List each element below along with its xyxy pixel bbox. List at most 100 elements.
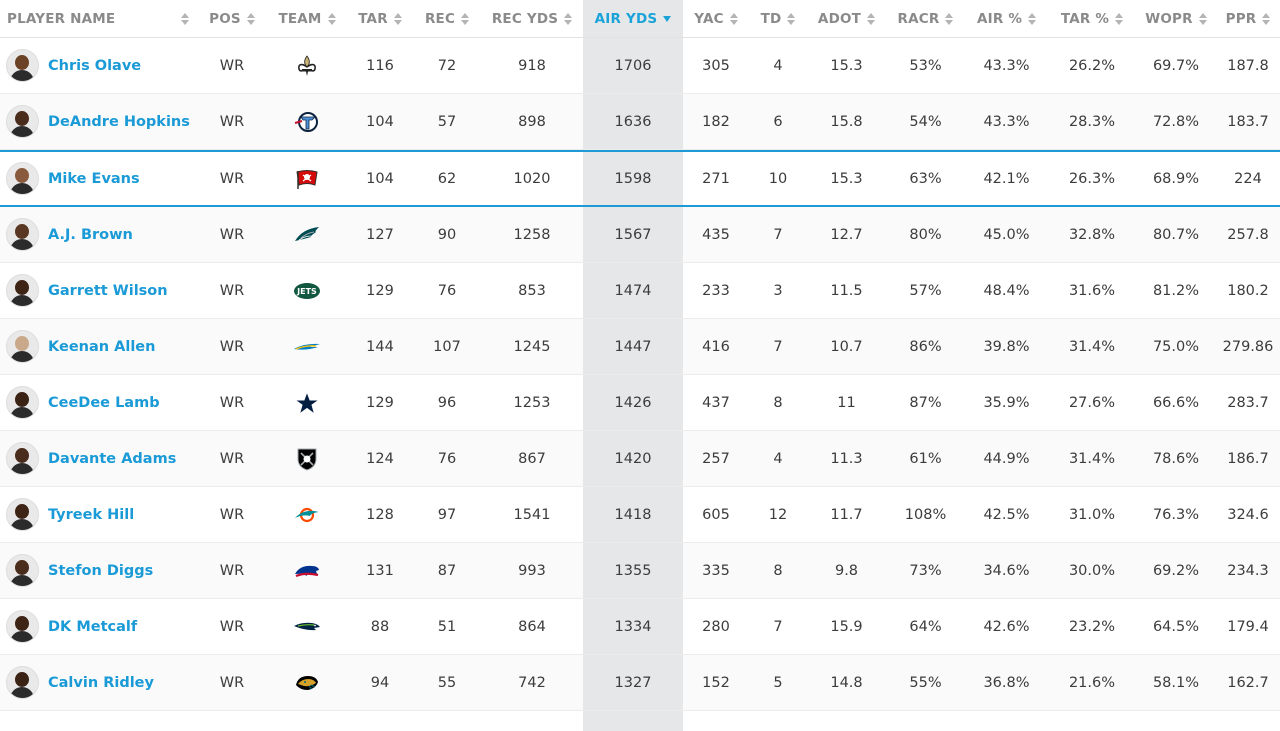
stat-adot: 9.8 — [834, 562, 859, 579]
stat-tarp: 31.4% — [1068, 450, 1116, 467]
table-row[interactable]: Tyreek Hill WR 128 97 1541 1418 605 12 11.7 108% 4… — [0, 487, 1280, 543]
stat-recyds: 853 — [518, 282, 546, 299]
stat-td: 12 — [768, 506, 788, 523]
stat-tarp: 21.6% — [1068, 674, 1116, 691]
stat-yac: 416 — [702, 338, 730, 355]
stat-tarp: 28.3% — [1068, 113, 1116, 130]
table-row[interactable]: Stefon Diggs WR 131 87 993 1355 335 8 9.8 73% 34.6… — [0, 543, 1280, 599]
player-name-link[interactable]: A.J. Brown — [48, 226, 133, 243]
table-row[interactable]: DK Metcalf WR 88 51 864 1334 280 7 15.9 64% 42.6% 2… — [0, 599, 1280, 655]
team-logo-cell — [267, 431, 347, 486]
stat-pos: WR — [219, 618, 245, 635]
stat-tarp: 31.4% — [1068, 338, 1116, 355]
stat-airp: 43.3% — [983, 113, 1030, 130]
column-header-racr[interactable]: RACR — [886, 0, 965, 37]
player-name-link[interactable]: Keenan Allen — [48, 338, 156, 355]
player-name-link[interactable]: DeAndre Hopkins — [48, 113, 190, 130]
stat-ppr: 224 — [1234, 170, 1262, 187]
stat-tarp: 23.2% — [1068, 618, 1116, 635]
stat-racr: 55% — [909, 674, 942, 691]
stat-air: 1426 — [583, 375, 683, 430]
stat-yac: 605 — [702, 506, 730, 523]
column-header-label: REC — [424, 10, 456, 27]
team-logo-cell — [267, 94, 347, 149]
stat-air: 1355 — [583, 543, 683, 598]
table-row[interactable]: Davante Adams WR 124 76 867 1420 257 4 11.3 61% 44… — [0, 431, 1280, 487]
stat-td: 5 — [773, 674, 783, 691]
table-row[interactable]: A.J. Brown WR 127 90 1258 1567 435 7 12.7 80% 45.0… — [0, 207, 1280, 263]
stat-racr: 57% — [909, 282, 942, 299]
table-row[interactable]: CeeDee Lamb WR 129 96 1253 1426 437 8 11 87% 35.9%… — [0, 375, 1280, 431]
team-logo-cell — [267, 487, 347, 542]
saints-fleur-de-lis-icon — [292, 54, 322, 78]
stat-adot: 14.8 — [830, 674, 863, 691]
stat-air: 1636 — [583, 94, 683, 149]
column-header-team[interactable]: TEAM — [267, 0, 347, 37]
column-header-air[interactable]: AIR YDS — [583, 0, 683, 37]
player-avatar — [6, 49, 39, 82]
player-name-link[interactable]: Stefon Diggs — [48, 562, 154, 579]
stat-airp: 44.9% — [983, 450, 1030, 467]
table-row[interactable]: Calvin Ridley WR 94 55 742 1327 152 5 14.8 55% 36.… — [0, 655, 1280, 711]
player-name-link[interactable]: Chris Olave — [48, 57, 142, 74]
stat-recyds: 1541 — [513, 506, 551, 523]
stat-tarp: 32.8% — [1068, 226, 1116, 243]
table-row-partial — [0, 711, 1280, 731]
sort-icon — [564, 12, 573, 25]
player-name-cell: Davante Adams — [0, 431, 197, 486]
player-name-link[interactable]: Garrett Wilson — [48, 282, 168, 299]
stat-racr: 63% — [909, 170, 942, 187]
table-row[interactable]: DeAndre Hopkins WR 104 57 898 1636 182 6 15.8 54%… — [0, 94, 1280, 150]
buccaneers-flag-icon — [292, 167, 322, 191]
column-header-name[interactable]: PLAYER NAME — [0, 0, 197, 37]
stat-ppr: 257.8 — [1227, 226, 1269, 243]
column-header-airp[interactable]: AIR % — [965, 0, 1048, 37]
stat-air: 1447 — [583, 319, 683, 374]
column-header-label: TAR — [358, 10, 388, 27]
sort-icon — [1115, 12, 1124, 25]
stat-td: 8 — [773, 562, 783, 579]
sort-icon — [1198, 12, 1207, 25]
player-name-link[interactable]: Calvin Ridley — [48, 674, 154, 691]
stat-tarp: 27.6% — [1068, 394, 1116, 411]
stat-td: 7 — [773, 338, 783, 355]
stat-airp: 36.8% — [983, 674, 1030, 691]
bills-buffalo-icon — [292, 559, 322, 583]
team-logo-cell — [267, 319, 347, 374]
table-row[interactable]: Mike Evans WR 104 62 1020 1598 271 10 15.3 63% 42.… — [0, 150, 1280, 207]
column-header-yac[interactable]: YAC — [683, 0, 749, 37]
stat-air: 1474 — [583, 263, 683, 318]
stat-tar: 144 — [366, 338, 394, 355]
table-row[interactable]: Garrett Wilson WR JETS 129 76 853 1474 233 3 11.5… — [0, 263, 1280, 319]
stat-td: 7 — [773, 618, 783, 635]
column-header-recyds[interactable]: REC YDS — [481, 0, 583, 37]
column-header-label: PLAYER NAME — [7, 10, 116, 27]
player-name-link[interactable]: Davante Adams — [48, 450, 177, 467]
stat-racr: 73% — [909, 562, 942, 579]
player-name-link[interactable]: Tyreek Hill — [48, 506, 135, 523]
column-header-adot[interactable]: ADOT — [807, 0, 886, 37]
stat-wopr: 80.7% — [1152, 226, 1200, 243]
player-name-link[interactable]: CeeDee Lamb — [48, 394, 160, 411]
stat-wopr: 78.6% — [1152, 450, 1200, 467]
column-header-tar[interactable]: TAR — [347, 0, 413, 37]
column-header-ppr[interactable]: PPR — [1216, 0, 1280, 37]
player-name-link[interactable]: DK Metcalf — [48, 618, 138, 635]
column-header-td[interactable]: TD — [749, 0, 807, 37]
stat-yac: 182 — [702, 113, 730, 130]
player-name-cell: Mike Evans — [0, 152, 197, 205]
column-header-tarp[interactable]: TAR % — [1048, 0, 1136, 37]
player-avatar — [6, 666, 39, 699]
player-avatar — [6, 218, 39, 251]
sort-icon — [246, 12, 255, 25]
sort-icon — [181, 12, 189, 25]
column-header-rec[interactable]: REC — [413, 0, 481, 37]
column-header-wopr[interactable]: WOPR — [1136, 0, 1216, 37]
stat-recyds: 864 — [518, 618, 546, 635]
table-row[interactable]: Keenan Allen WR 144 107 1245 1447 416 7 10.7 86% 3… — [0, 319, 1280, 375]
column-header-pos[interactable]: POS — [197, 0, 267, 37]
table-row[interactable]: Chris Olave WR 116 72 918 1706 305 4 15.3 53% 43.3… — [0, 38, 1280, 94]
player-name-link[interactable]: Mike Evans — [48, 170, 140, 187]
stat-pos: WR — [219, 394, 245, 411]
column-header-label: RACR — [897, 10, 940, 27]
